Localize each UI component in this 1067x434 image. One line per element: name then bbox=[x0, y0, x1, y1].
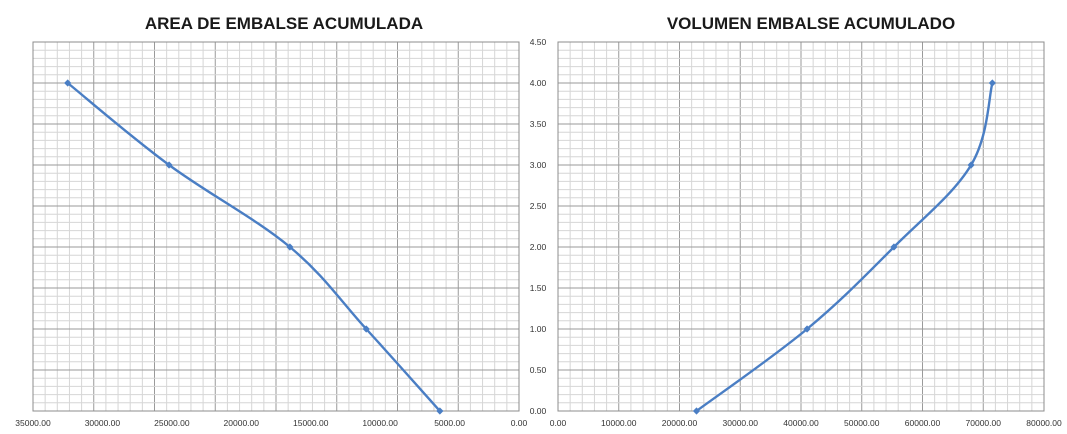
area-x-tick-label: 30000.00 bbox=[85, 418, 121, 428]
volume-x-tick-label: 60000.00 bbox=[905, 418, 941, 428]
volume-data-point bbox=[967, 161, 975, 169]
volume-grid bbox=[557, 41, 1045, 412]
area-plot: 35000.00 30000.00 25000.00 20000.00 15000.00… bbox=[15, 41, 528, 428]
volume-x-tick-label: 0.00 bbox=[550, 418, 567, 428]
volume-x-tick-label: 80000.00 bbox=[1026, 418, 1062, 428]
area-x-tick-label: 0.00 bbox=[511, 418, 528, 428]
y-tick-label: 2.50 bbox=[530, 201, 547, 211]
shared-y-axis-labels: 0.00 0.50 1.00 1.50 2.00 2.50 3.00 3.50 4.00 4.50 bbox=[530, 37, 547, 416]
area-chart-title: AREA DE EMBALSE ACUMULADA bbox=[145, 14, 423, 33]
y-tick-label: 2.00 bbox=[530, 242, 547, 252]
volume-plot: 0.00 10000.00 20000.00 30000.00 40000.00 5000… bbox=[550, 41, 1062, 428]
area-data-point bbox=[165, 161, 173, 169]
area-data-point bbox=[362, 325, 370, 333]
area-plot-border bbox=[32, 41, 520, 412]
volume-x-tick-label: 70000.00 bbox=[966, 418, 1002, 428]
volume-data-point bbox=[692, 407, 701, 415]
volume-plot-border bbox=[557, 41, 1045, 412]
area-x-tick-label: 10000.00 bbox=[362, 418, 398, 428]
volume-x-tick-label: 50000.00 bbox=[844, 418, 880, 428]
y-tick-label: 1.50 bbox=[530, 283, 547, 293]
area-data-point bbox=[436, 407, 444, 415]
y-tick-label: 4.00 bbox=[530, 78, 547, 88]
area-x-tick-label: 25000.00 bbox=[154, 418, 190, 428]
volume-x-tick-label: 40000.00 bbox=[783, 418, 819, 428]
y-tick-label: 1.00 bbox=[530, 324, 547, 334]
y-tick-label: 4.50 bbox=[530, 37, 547, 47]
volume-data-point bbox=[803, 325, 811, 333]
y-tick-label: 3.50 bbox=[530, 119, 547, 129]
area-series-line bbox=[66, 82, 441, 412]
area-x-tick-label: 35000.00 bbox=[15, 418, 51, 428]
y-tick-label: 3.00 bbox=[530, 160, 547, 170]
area-x-tick-label: 5000.00 bbox=[434, 418, 465, 428]
volume-x-tick-label: 30000.00 bbox=[723, 418, 759, 428]
area-data-point bbox=[64, 79, 72, 87]
volume-chart-title: VOLUMEN EMBALSE ACUMULADO bbox=[667, 14, 955, 33]
volume-data-point bbox=[890, 243, 898, 251]
y-tick-label: 0.50 bbox=[530, 365, 547, 375]
area-data-point bbox=[286, 243, 294, 251]
volume-x-tick-label: 10000.00 bbox=[601, 418, 637, 428]
area-x-tick-label: 15000.00 bbox=[293, 418, 329, 428]
volume-data-point bbox=[988, 79, 996, 87]
area-grid bbox=[32, 41, 520, 412]
volume-x-tick-label: 20000.00 bbox=[662, 418, 698, 428]
area-x-tick-label: 20000.00 bbox=[224, 418, 260, 428]
y-tick-label: 0.00 bbox=[530, 406, 547, 416]
